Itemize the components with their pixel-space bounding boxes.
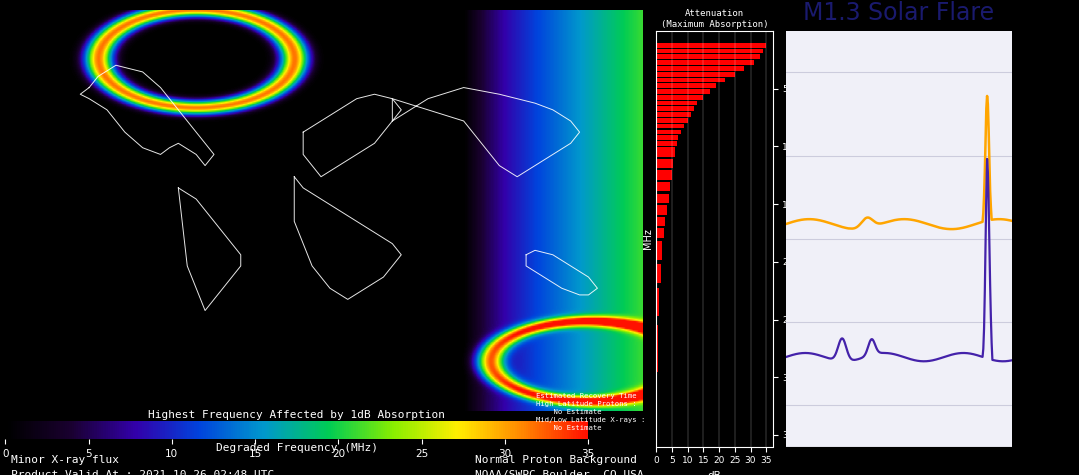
Text: B: B bbox=[1021, 343, 1029, 359]
Bar bbox=[656, 241, 663, 260]
Bar bbox=[656, 66, 745, 71]
Bar bbox=[656, 124, 684, 129]
Bar bbox=[656, 205, 667, 215]
Text: Product Valid At : 2021-10-26 02:48 UTC: Product Valid At : 2021-10-26 02:48 UTC bbox=[11, 470, 274, 475]
Bar bbox=[656, 112, 691, 117]
Bar bbox=[656, 171, 672, 180]
Bar bbox=[656, 77, 725, 82]
Text: X: X bbox=[1021, 90, 1029, 105]
Bar bbox=[656, 264, 660, 283]
Bar bbox=[656, 147, 675, 157]
Text: Degraded Frequency (MHz): Degraded Frequency (MHz) bbox=[216, 443, 378, 453]
Bar bbox=[656, 217, 666, 226]
Title: Attenuation
(Maximum Absorption): Attenuation (Maximum Absorption) bbox=[660, 10, 768, 28]
Text: C: C bbox=[1021, 260, 1029, 276]
Bar bbox=[656, 43, 766, 48]
Bar bbox=[656, 55, 760, 59]
Bar bbox=[656, 159, 673, 168]
Text: Estimated Recovery Time
High Latitude Protons :
    No Estimate
Mid/Low Latitude: Estimated Recovery Time High Latitude Pr… bbox=[536, 393, 645, 431]
Text: Minor X-ray flux: Minor X-ray flux bbox=[11, 456, 119, 466]
Bar bbox=[656, 135, 678, 140]
Bar bbox=[656, 95, 704, 100]
X-axis label: dB: dB bbox=[708, 471, 721, 475]
Bar bbox=[656, 118, 687, 123]
Text: M: M bbox=[1021, 177, 1029, 192]
Text: Highest Frequency Affected by 1dB Absorption: Highest Frequency Affected by 1dB Absorp… bbox=[148, 410, 446, 420]
Bar bbox=[656, 49, 763, 54]
Bar bbox=[656, 72, 735, 76]
Bar bbox=[656, 60, 753, 65]
Bar bbox=[656, 288, 659, 316]
Bar bbox=[656, 182, 670, 191]
Bar bbox=[656, 83, 715, 88]
Bar bbox=[656, 130, 681, 134]
Bar bbox=[656, 141, 677, 146]
Text: A: A bbox=[1021, 414, 1029, 429]
Y-axis label: MHz: MHz bbox=[643, 228, 653, 249]
Bar bbox=[656, 89, 710, 94]
Bar bbox=[656, 106, 694, 111]
Bar bbox=[656, 101, 697, 105]
Bar bbox=[656, 325, 657, 372]
Text: NOAA/SWPC Boulder, CO USA: NOAA/SWPC Boulder, CO USA bbox=[475, 470, 643, 475]
Text: Normal Proton Background: Normal Proton Background bbox=[475, 456, 637, 466]
Bar bbox=[656, 193, 669, 203]
Bar bbox=[656, 228, 664, 238]
Title: M1.3 Solar Flare: M1.3 Solar Flare bbox=[803, 1, 995, 25]
